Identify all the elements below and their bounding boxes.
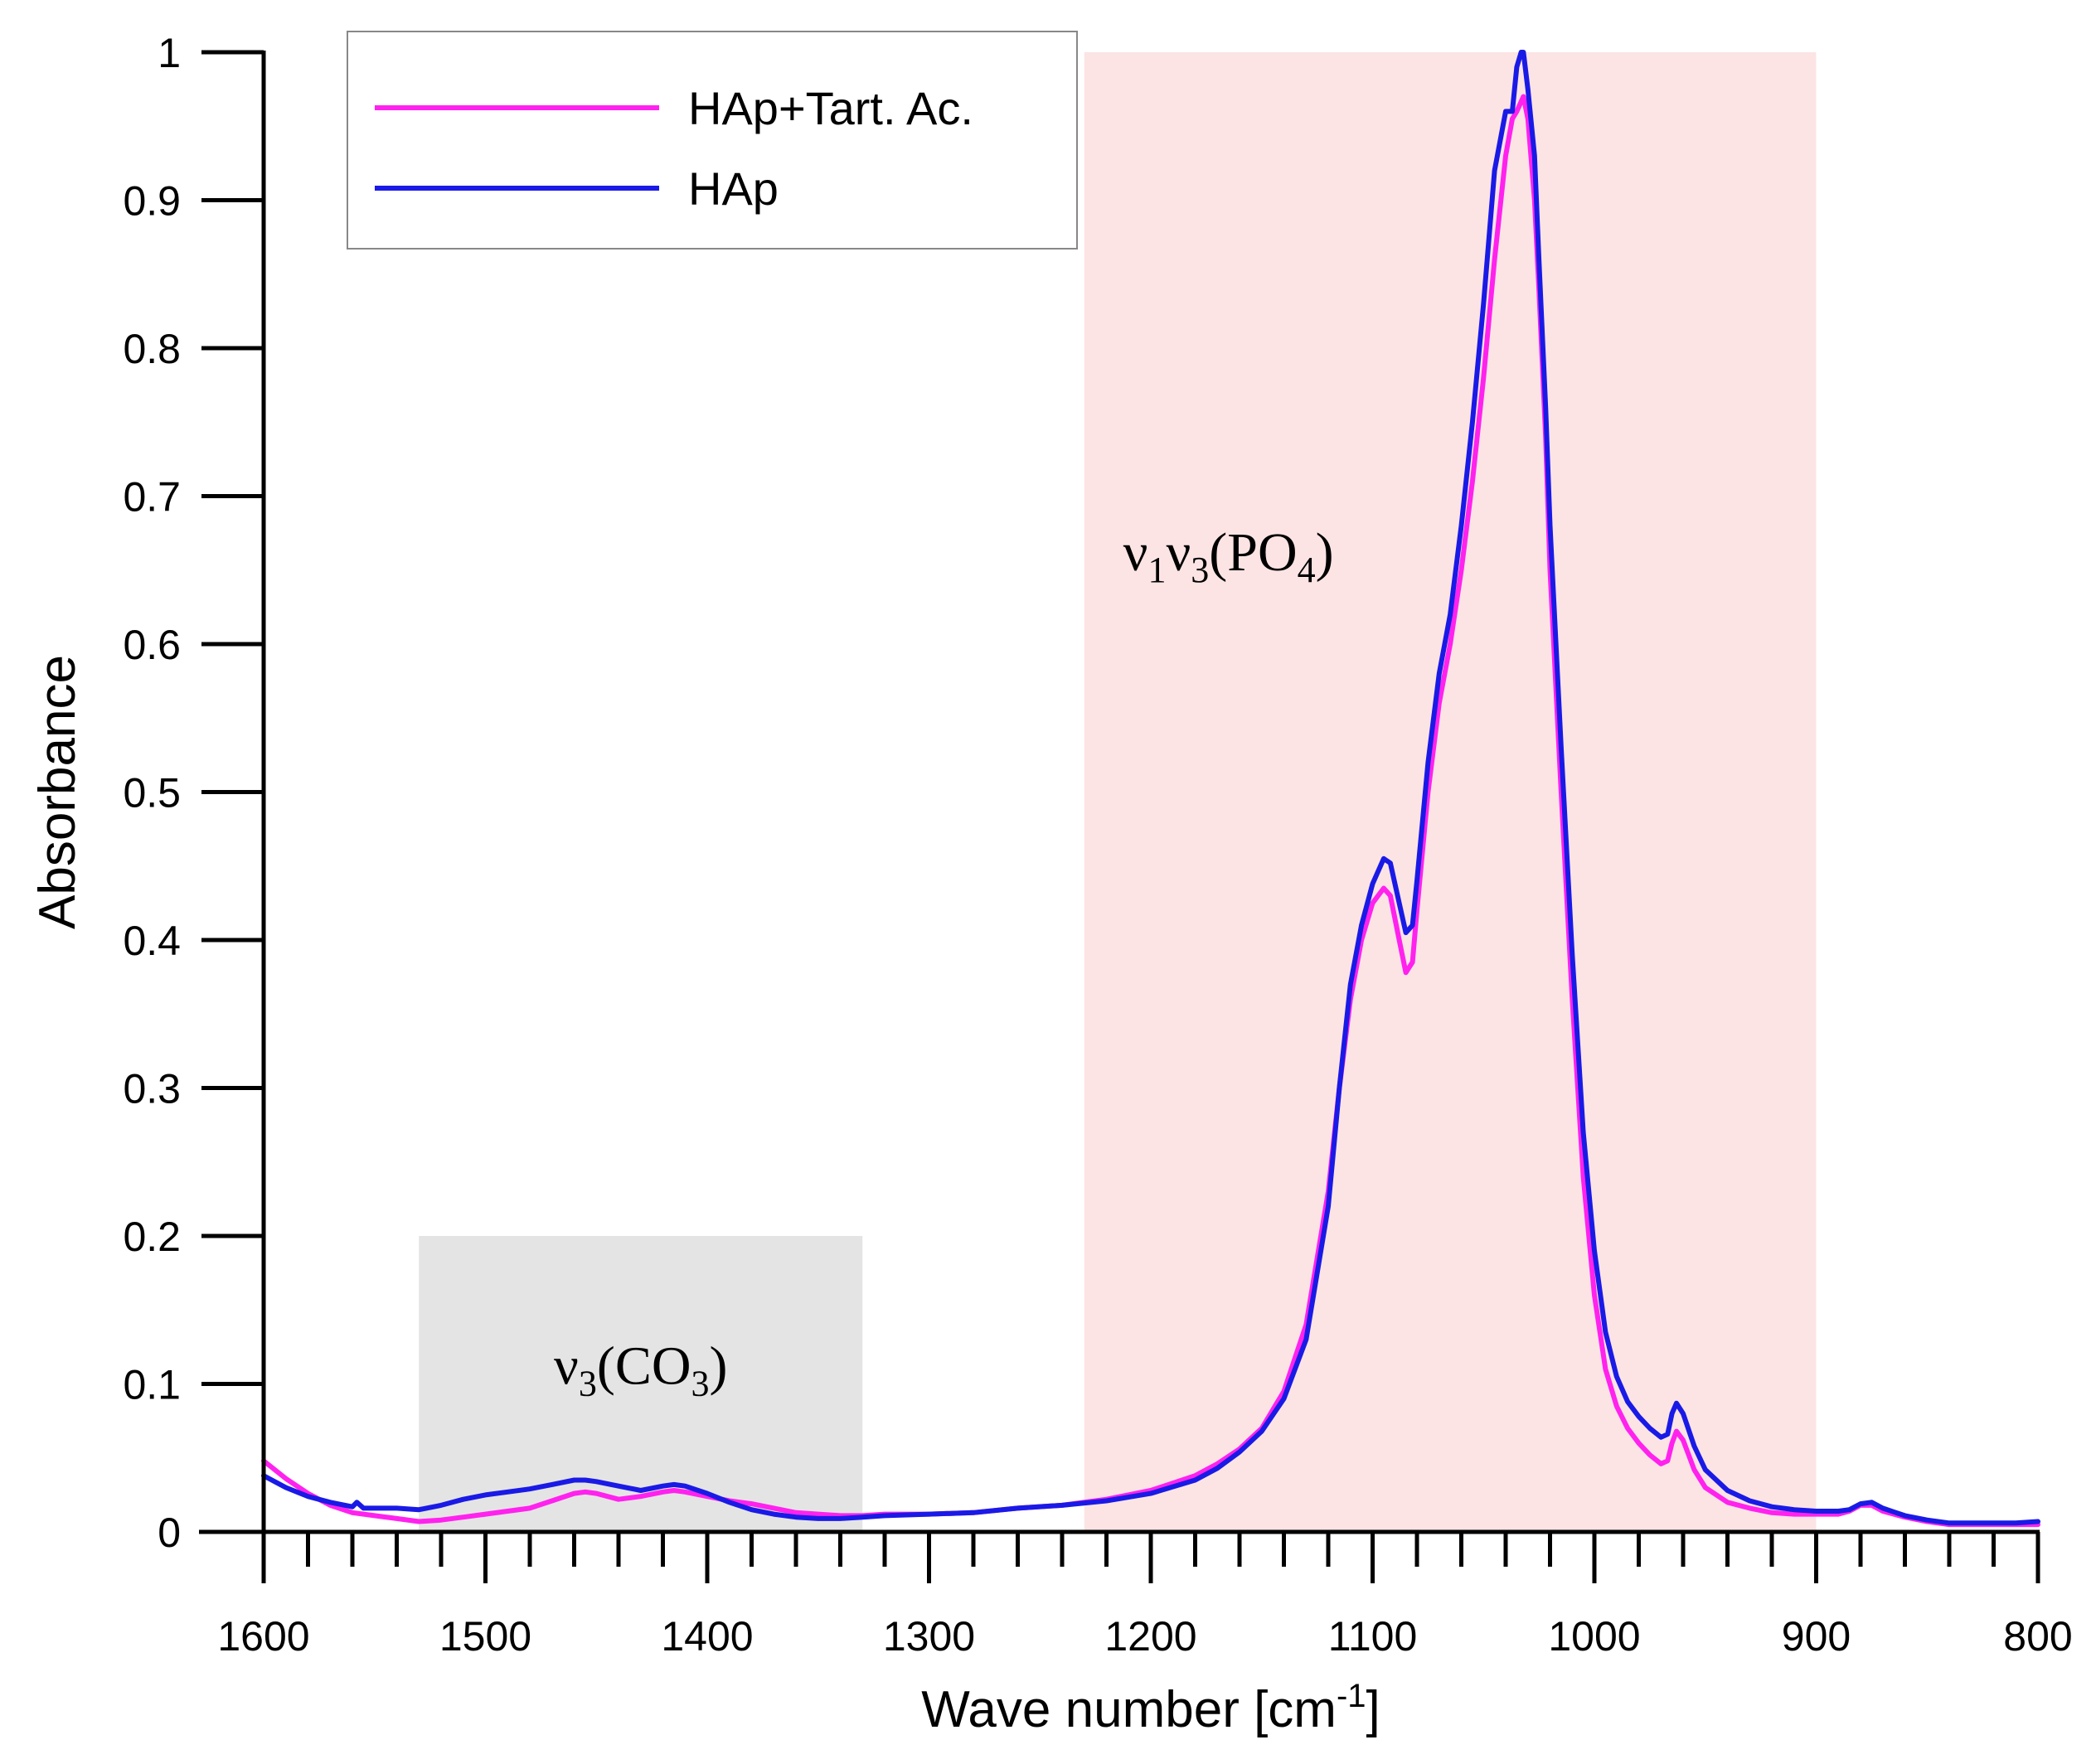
- x-tick-label: 1500: [439, 1613, 531, 1660]
- x-axis-title-end: ]: [1366, 1681, 1380, 1738]
- x-tick-label: 1000: [1548, 1613, 1640, 1660]
- x-tick-label: 900: [1782, 1613, 1851, 1660]
- legend-box: [347, 31, 1078, 250]
- y-tick-label: 0.7: [123, 474, 181, 521]
- x-tick-label: 1100: [1328, 1613, 1418, 1660]
- x-axis-title-main: Wave number [cm: [921, 1681, 1337, 1738]
- po4-annotation-part: 3: [1191, 550, 1209, 590]
- x-ticks: 1600 1500 1400 1300 1200 1100 1000 900 800: [217, 1532, 2073, 1660]
- y-tick-label: 0.9: [123, 178, 181, 225]
- po4-annotation: ν1ν3(PO4): [1123, 522, 1334, 590]
- y-tick-label: 0.1: [123, 1362, 181, 1408]
- y-tick-label: 0.2: [123, 1214, 181, 1260]
- y-tick-label: 0.4: [123, 918, 181, 964]
- y-tick-label: 1: [158, 30, 181, 76]
- po4-annotation-part: 1: [1147, 550, 1166, 590]
- y-tick-label: 0.3: [123, 1066, 181, 1112]
- legend-label-hap: HAp: [688, 162, 779, 215]
- series-line-hap-tart: [261, 94, 2040, 1528]
- x-tick-label: 1300: [883, 1613, 975, 1660]
- y-tick-label: 0.5: [123, 770, 181, 817]
- co3-annotation-part: (CO: [597, 1336, 691, 1397]
- x-tick-label: 1400: [661, 1613, 753, 1660]
- x-tick-label: 800: [2003, 1613, 2072, 1660]
- co3-annotation: ν3(CO3): [554, 1336, 728, 1404]
- po4-annotation-part: ν: [1123, 522, 1148, 583]
- x-axis-title: Wave number [cm-1]: [921, 1678, 1380, 1738]
- x-tick-label: 1600: [217, 1613, 309, 1660]
- series-lines: [261, 50, 2040, 1528]
- co3-region: [419, 1236, 863, 1532]
- co3-annotation-part: 3: [691, 1364, 710, 1404]
- po4-annotation-part: ): [1316, 522, 1334, 583]
- x-tick-label: 1200: [1104, 1613, 1196, 1660]
- legend-label-hap-tart: HAp+Tart. Ac.: [688, 82, 973, 134]
- x-axis-title-sup: -1: [1337, 1678, 1366, 1714]
- y-ticks: 0 0.1 0.2 0.3 0.4 0.5 0.6 0.7 0.8 0.9 1: [123, 30, 264, 1556]
- po4-annotation-part: 4: [1298, 550, 1316, 590]
- band-annotations: ν3(CO3)ν1ν3(PO4): [554, 522, 1334, 1404]
- co3-annotation-part: ): [710, 1336, 728, 1397]
- po4-annotation-part: ν: [1166, 522, 1191, 583]
- y-tick-label: 0.8: [123, 326, 181, 372]
- series-line-hap: [261, 50, 2040, 1526]
- y-tick-label: 0.6: [123, 622, 181, 668]
- po4-region: [1084, 52, 1817, 1532]
- y-tick-label: 0: [158, 1510, 181, 1556]
- highlight-regions: [419, 52, 1817, 1532]
- co3-annotation-part: 3: [579, 1364, 597, 1404]
- co3-annotation-part: ν: [554, 1336, 579, 1397]
- y-axis-title: Absorbance: [29, 655, 86, 929]
- axes: [199, 51, 2040, 1583]
- legend: HAp+Tart. Ac. HAp: [347, 31, 1078, 250]
- po4-annotation-part: (PO: [1209, 522, 1297, 583]
